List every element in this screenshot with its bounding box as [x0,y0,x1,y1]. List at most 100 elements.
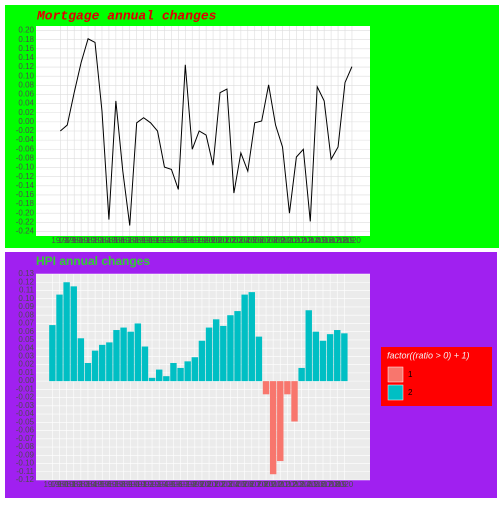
bar [205,327,213,382]
x-tick-label: 2005 [239,236,257,245]
y-tick-label: 0.18 [18,35,34,44]
y-tick-label: -0.22 [16,217,35,226]
x-tick-label: 2012 [278,480,296,489]
x-tick-label: 1980 [65,236,83,245]
y-tick-label: -0.03 [16,401,35,410]
bar [70,286,77,382]
x-tick-label: 1978 [51,236,69,245]
y-tick-label: -0.16 [16,190,35,199]
x-tick-label: 2008 [260,236,278,245]
bar [241,294,248,382]
x-tick-label: 1981 [58,480,76,489]
x-tick-label: 2015 [308,236,326,245]
x-tick-label: 1988 [108,480,126,489]
y-tick-label: -0.04 [16,409,35,418]
x-tick-label: 1996 [165,480,183,489]
x-tick-label: 1989 [115,480,133,489]
x-tick-label: 1979 [43,480,61,489]
x-tick-label: 2009 [267,236,285,245]
y-tick-label: 0.04 [18,343,34,352]
y-tick-label: 0.13 [18,269,34,278]
bar [248,292,255,382]
y-tick-label: 0.16 [18,44,34,53]
y-tick-label: 0.04 [18,99,34,108]
bar [155,369,163,382]
y-tick-label: -0.04 [16,135,35,144]
x-tick-label: 1990 [122,480,140,489]
y-tick-label: -0.06 [16,426,35,435]
x-tick-label: 2007 [253,236,271,245]
x-tick-label: 2001 [200,480,218,489]
x-tick-label: 2011 [272,480,290,489]
x-tick-label: 1993 [143,480,161,489]
x-tick-label: 1986 [107,236,125,245]
bar [312,331,320,382]
x-tick-label: 1995 [169,236,187,245]
x-tick-label: 2017 [322,236,340,245]
x-tick-label: 2018 [329,236,347,245]
x-tick-label: 1991 [129,480,147,489]
bar [113,330,120,382]
y-tick-label: 0.05 [18,335,34,344]
x-tick-label: 1999 [186,480,204,489]
y-tick-label: 0.03 [18,352,34,361]
bar [277,381,284,462]
bar [163,376,170,382]
bar [291,381,298,422]
x-tick-label: 1979 [58,236,76,245]
y-tick-label: -0.07 [16,434,35,443]
bar [262,381,270,395]
bar [84,362,92,382]
bar [49,325,56,382]
x-tick-label: 2000 [193,480,211,489]
bar [106,342,113,382]
x-tick-label: 2013 [294,236,312,245]
x-tick-label: 2014 [293,480,311,489]
bar [134,323,142,382]
y-tick-label: -0.10 [16,163,35,172]
x-tick-label: 2018 [321,480,339,489]
legend-label: 2 [408,388,413,397]
bar [227,315,234,382]
x-tick-label: 2012 [287,236,305,245]
chart-title: HPI annual changes [36,254,150,268]
x-tick-label: 2015 [300,480,318,489]
x-tick-label: 1986 [93,480,111,489]
x-tick-label: 1988 [121,236,139,245]
x-tick-label: 2016 [307,480,325,489]
y-tick-label: 0.12 [18,277,34,286]
x-tick-label: 1998 [190,236,208,245]
y-tick-label: -0.10 [16,459,35,468]
bar [298,367,305,382]
x-tick-label: 2014 [301,236,319,245]
x-tick-label: 2011 [281,236,299,245]
y-tick-label: 0.08 [18,80,34,89]
y-tick-label: -0.14 [16,181,35,190]
y-tick-label: -0.12 [16,475,35,484]
y-tick-label: 0.06 [18,327,34,336]
x-tick-label: 1983 [72,480,90,489]
x-tick-label: 1997 [172,480,190,489]
bar [127,331,134,382]
x-tick-label: 1994 [163,236,181,245]
y-tick-label: -0.06 [16,144,35,153]
x-tick-label: 2005 [229,480,247,489]
x-tick-label: 1998 [179,480,197,489]
x-tick-label: 1982 [79,236,97,245]
bar [212,319,220,382]
x-tick-label: 1985 [100,236,118,245]
y-tick-label: -0.08 [16,154,35,163]
x-tick-label: 1999 [197,236,215,245]
x-tick-label: 2003 [214,480,232,489]
x-tick-label: 2004 [232,236,250,245]
x-tick-label: 1997 [183,236,201,245]
bar [120,327,127,382]
x-tick-label: 1990 [135,236,153,245]
y-tick-label: -0.02 [16,393,35,402]
x-tick-label: 1989 [128,236,146,245]
x-tick-label: 2006 [236,480,254,489]
x-tick-label: 1992 [136,480,154,489]
x-tick-label: 1981 [72,236,90,245]
x-tick-label: 1991 [142,236,160,245]
